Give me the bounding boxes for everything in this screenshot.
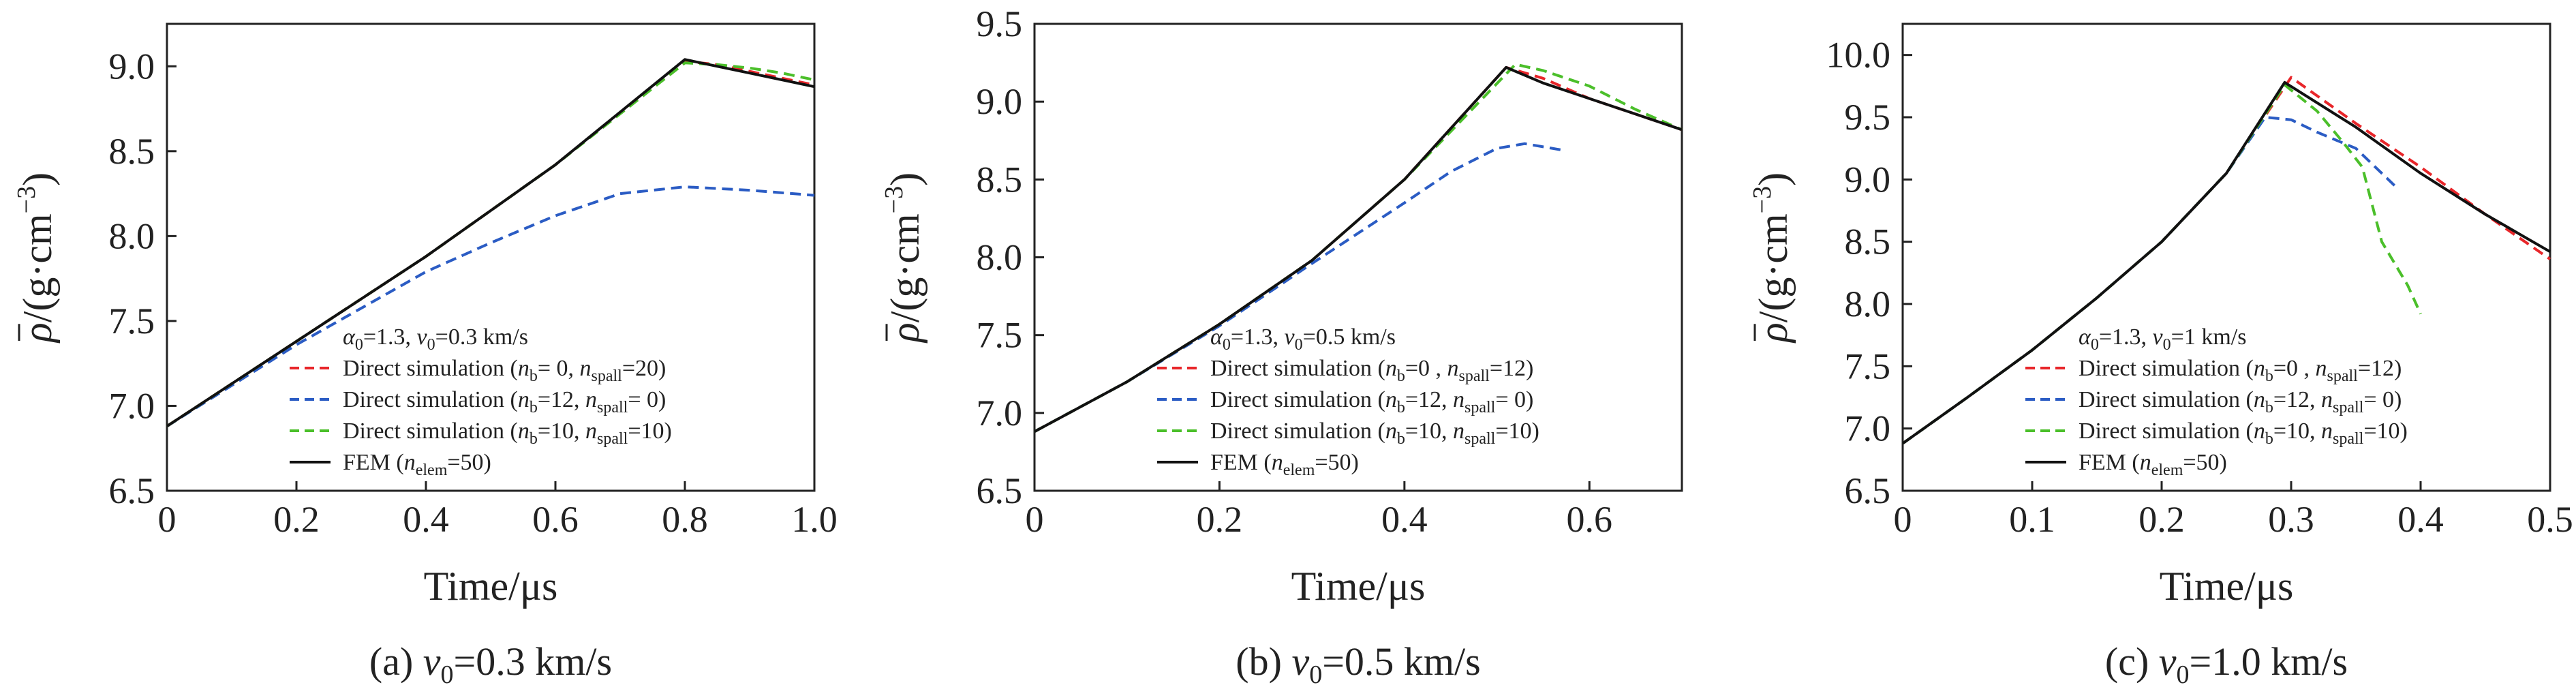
panel-caption: (c) v0=1.0 km/s	[2105, 639, 2348, 689]
x-tick-label: 1.0	[791, 499, 838, 540]
y-tick-label: 6.5	[977, 470, 1023, 511]
legend-entry-4: FEM (nelem=50)	[2079, 450, 2227, 479]
panel-caption: (b) v0=0.5 km/s	[1236, 639, 1480, 689]
plot-frame	[1901, 22, 2551, 492]
series-line-4	[1901, 80, 2551, 445]
x-tick-label: 0.8	[662, 499, 708, 540]
panel-caption: (a) v0=0.3 km/s	[369, 639, 612, 689]
y-tick-label: 9.5	[977, 3, 1023, 44]
plot-frame	[166, 22, 816, 492]
x-tick-label: 0	[1026, 499, 1044, 540]
series-line-1	[1901, 76, 2551, 445]
x-tick-label: 0.4	[2397, 499, 2444, 540]
legend-title: α0=1.3, v0=1 km/s	[2079, 324, 2246, 354]
x-tick-label: 0	[1894, 499, 1912, 540]
y-tick-label: 7.0	[1845, 408, 1891, 449]
x-tick-label: 0.6	[1567, 499, 1613, 540]
y-tick-label: 8.0	[1845, 284, 1891, 324]
legend-entry-3: Direct simulation (nb=10, nspall=10)	[2079, 419, 2408, 448]
y-tick-label: 8.5	[1845, 222, 1891, 262]
x-tick-label: 0.2	[273, 499, 320, 540]
legend-entry-4: FEM (nelem=50)	[343, 450, 491, 479]
legend-entry-2: Direct simulation (nb=12, nspall= 0)	[343, 387, 666, 416]
y-tick-label: 8.5	[109, 131, 155, 172]
y-tick-label: 9.0	[977, 81, 1023, 122]
chart-panel-2: 0 0.2 0.4 0.6 6.5 7.0 7.5 8.0 8.5 9.0 9.5 Time/μs ρ/…	[880, 3, 1683, 689]
y-tick-label: 7.0	[109, 385, 155, 426]
x-axis-label: Time/μs	[424, 564, 558, 609]
legend-entry-2: Direct simulation (nb=12, nspall= 0)	[1210, 387, 1533, 416]
legend-entry-4: FEM (nelem=50)	[1210, 450, 1359, 479]
legend-entry-2: Direct simulation (nb=12, nspall= 0)	[2079, 387, 2402, 416]
legend-entry-1: Direct simulation (nb=0 , nspall=12)	[2079, 356, 2402, 385]
y-tick-label: 9.0	[1845, 159, 1891, 200]
y-axis-label: ρ/(g·cm−3)	[12, 172, 60, 344]
y-tick-label: 9.5	[1845, 97, 1891, 138]
x-axis-label: Time/μs	[2160, 564, 2294, 609]
chart-panel-1: 0 0.2 0.4 0.6 0.8 1.0 6.5 7.0 7.5 8.0 8.5 9.0 Time/μ…	[12, 22, 838, 689]
x-tick-label: 0.3	[2268, 499, 2314, 540]
y-tick-label: 8.0	[977, 237, 1023, 278]
y-tick-label: 7.5	[1845, 346, 1891, 386]
y-axis-label: ρ/(g·cm−3)	[1748, 172, 1796, 344]
y-tick-label: 6.5	[1845, 470, 1891, 511]
x-tick-label: 0.2	[2138, 499, 2185, 540]
legend-title: α0=1.3, v0=0.5 km/s	[1210, 324, 1396, 354]
x-tick-label: 0.6	[532, 499, 579, 540]
x-tick-label: 0	[158, 499, 177, 540]
y-tick-label: 7.5	[109, 301, 155, 341]
series-line-4	[1034, 65, 1683, 433]
x-tick-label: 0.1	[2009, 499, 2055, 540]
x-tick-label: 0.4	[1381, 499, 1428, 540]
y-tick-label: 6.5	[109, 470, 155, 511]
y-tick-label: 8.5	[977, 159, 1023, 200]
legend-entry-1: Direct simulation (nb= 0, nspall=20)	[343, 356, 666, 385]
legend-entry-1: Direct simulation (nb=0 , nspall=12)	[1210, 356, 1533, 385]
y-tick-label: 10.0	[1826, 35, 1891, 76]
legend-entry-3: Direct simulation (nb=10, nspall=10)	[343, 419, 672, 448]
series-line-4	[166, 58, 815, 427]
legend-entry-3: Direct simulation (nb=10, nspall=10)	[1210, 419, 1539, 448]
chart-panel-3: 0 0.1 0.2 0.3 0.4 0.5 6.5 7.0 7.5 8.0 8.5 9.0 9.5 10.…	[1748, 22, 2573, 689]
legend-title: α0=1.3, v0=0.3 km/s	[343, 324, 528, 354]
x-tick-label: 0.4	[403, 499, 449, 540]
y-tick-label: 9.0	[109, 46, 155, 87]
y-tick-label: 7.5	[977, 315, 1023, 356]
x-axis-label: Time/μs	[1291, 564, 1426, 609]
y-tick-label: 8.0	[109, 215, 155, 256]
y-axis-label: ρ/(g·cm−3)	[880, 172, 927, 344]
x-tick-label: 0.2	[1197, 499, 1243, 540]
series-line-2	[166, 185, 815, 427]
y-tick-label: 7.0	[977, 393, 1023, 433]
x-tick-label: 0.5	[2527, 499, 2573, 540]
